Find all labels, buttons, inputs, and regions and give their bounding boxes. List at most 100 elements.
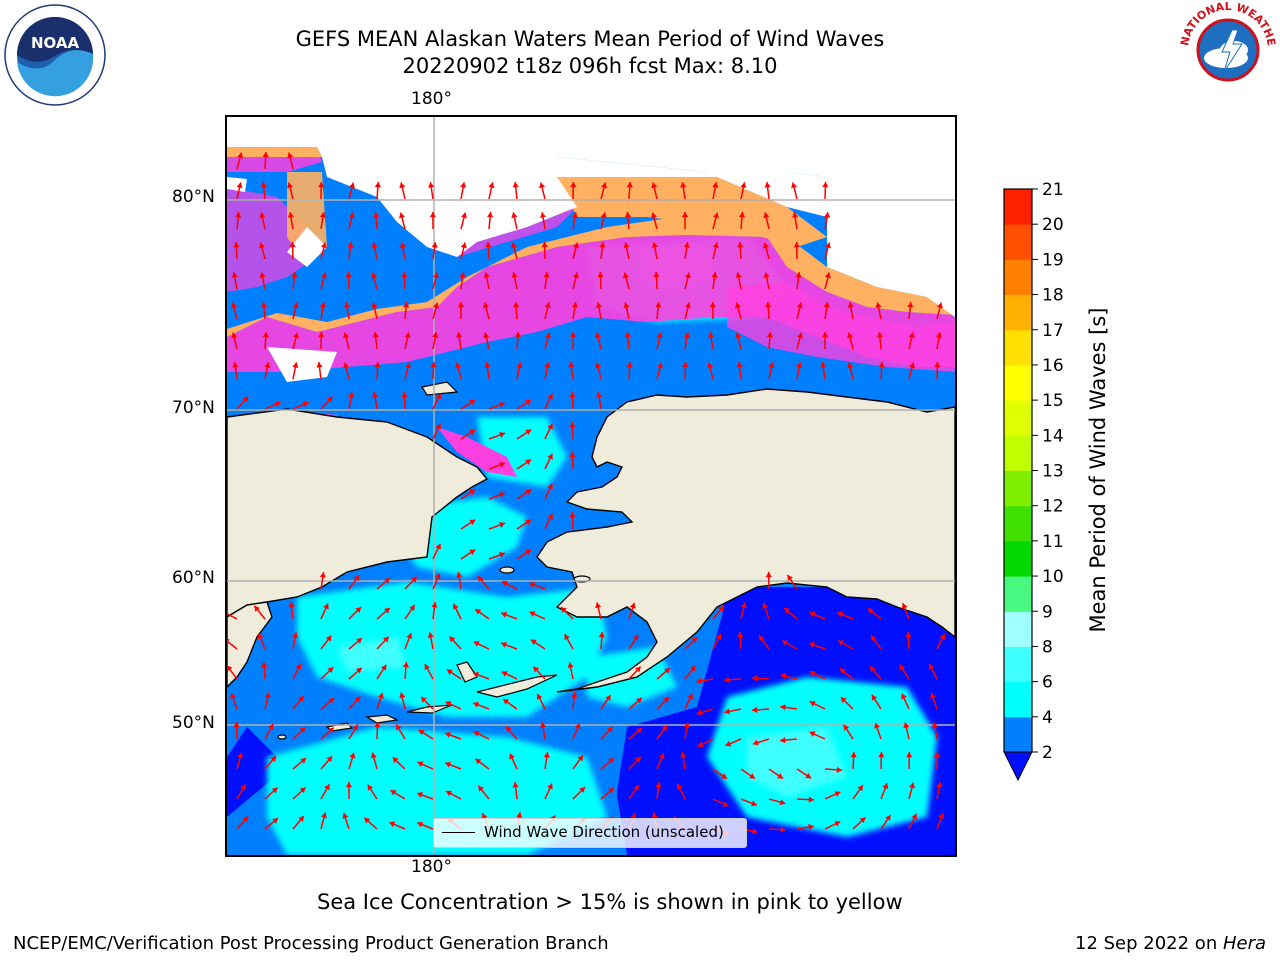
footer-credit: NCEP/EMC/Verification Post Processing Pr… [13,933,609,954]
wind-wave-arrowhead [372,332,379,338]
wind-wave-arrowhead [525,429,532,436]
wind-wave-arrowhead [779,799,786,806]
wind-wave-arrowhead [354,696,361,703]
wind-wave-arrowhead [934,362,941,368]
wind-wave-arrowhead [345,272,352,278]
wind-wave-arrowhead [328,698,335,704]
wind-wave-arrowhead [847,302,854,308]
wind-wave-arrowhead [382,636,389,643]
colorbar-segment [1004,400,1032,436]
wind-wave-arrowhead [595,332,601,339]
wind-wave-arrowhead [435,423,441,430]
wind-wave-arrowhead [622,272,629,279]
wind-wave-arrowhead [417,792,423,798]
wind-wave-arrowhead [687,693,693,700]
wind-wave-arrowhead [711,272,718,278]
wind-wave-arrowhead [823,302,830,308]
wind-wave-arrowhead [650,212,657,219]
wind-wave-arrowhead [569,422,576,428]
wind-wave-arrowhead [327,727,334,734]
wind-wave-arrowhead [299,727,306,734]
wind-wave-arrowhead [846,332,853,339]
wind-wave-arrowhead [262,332,269,338]
wind-wave-arrowhead [227,638,230,643]
wind-wave-arrowhead [564,634,570,641]
wind-wave-arrowhead [738,212,746,218]
wind-wave-arrowhead [635,756,641,763]
wind-wave-arrowhead [398,212,405,219]
wind-wave-arrowhead [797,332,804,339]
footer-machine: Hera [1222,933,1266,954]
wind-wave-arrowhead [355,607,362,613]
wind-wave-arrowhead [735,332,742,339]
wind-wave-arrowhead [473,641,480,647]
wind-wave-arrowhead [323,603,329,610]
wind-wave-arrowhead [483,272,490,278]
wind-wave-arrowhead [712,182,719,188]
colorbar-tick-label: 11 [1042,532,1064,552]
colorbar-tick-label: 9 [1042,602,1053,622]
wind-wave-arrowhead [512,182,519,188]
wind-wave-arrowhead [547,393,553,400]
wind-wave-arrowhead [371,242,378,249]
wind-wave-arrowhead [911,813,917,820]
wind-wave-arrowhead [343,362,350,369]
wind-wave-arrowhead [787,574,793,581]
colorbar-segment [1004,646,1032,683]
wind-wave-arrowhead [544,362,551,368]
lat-label-80: 80°N [172,187,215,207]
wind-wave-arrowhead [655,302,662,308]
wind-wave-arrowhead [473,671,479,678]
wind-wave-arrowhead [838,640,845,646]
wind-wave-arrowhead [356,638,362,644]
wind-wave-arrowhead [326,396,333,403]
wind-wave-arrowhead [824,242,831,249]
wind-wave-arrowhead [541,242,548,248]
wind-wave-arrowhead [254,605,260,612]
wind-wave-arrowhead [433,302,439,309]
wind-wave-arrowhead [820,362,827,368]
wind-wave-arrowhead [236,182,243,189]
wind-wave-arrowhead [428,182,435,188]
wind-wave-arrowhead [264,362,271,368]
wind-wave-arrowhead [655,782,662,788]
wind-wave-arrowhead [752,675,758,682]
wind-wave-arrowhead [570,332,577,338]
wind-wave-arrowhead [227,665,233,672]
wind-wave-arrowhead [435,543,441,550]
colorbar-tick-label: 13 [1042,462,1064,482]
wind-wave-arrowhead [651,812,658,818]
wind-wave-arrowhead [384,577,390,584]
wind-wave-arrowhead [595,602,602,609]
wind-wave-arrowhead [651,182,658,189]
wind-wave-arrowhead [909,782,916,789]
wind-wave-arrowhead [259,272,266,279]
colorbar-tick-label: 6 [1042,673,1053,693]
wind-wave-arrowhead [432,272,439,279]
wind-wave-arrowhead [568,362,575,368]
wind-wave-arrowhead [457,302,464,308]
wind-wave-arrowhead [402,662,410,668]
wind-wave-arrowhead [435,393,441,400]
wind-wave-arrowhead [401,392,408,398]
wind-wave-arrowhead [780,704,786,711]
wind-wave-arrowhead [260,182,267,188]
wind-wave-arrowhead [404,332,411,339]
wind-wave-arrowhead [539,182,546,189]
wind-wave-arrowhead [928,663,935,670]
wind-wave-arrowhead [262,152,269,158]
wind-wave-arrowhead [734,302,741,309]
colorbar-tick-label: 4 [1042,708,1053,728]
colorbar-segment [1004,681,1032,718]
wind-wave-arrowhead [501,641,507,648]
wind-wave-arrowhead [899,664,906,671]
wind-wave-arrowhead [260,302,268,308]
wind-wave-arrowhead [320,242,327,249]
wind-wave-arrowhead [795,272,802,278]
colorbar-tick-label: 8 [1042,637,1053,657]
wind-wave-arrowhead [349,752,356,759]
wind-wave-arrowhead [501,671,508,677]
wind-wave-arrowhead [487,212,494,218]
wind-wave-arrowhead [352,724,358,731]
wind-wave-arrowhead [475,758,482,765]
